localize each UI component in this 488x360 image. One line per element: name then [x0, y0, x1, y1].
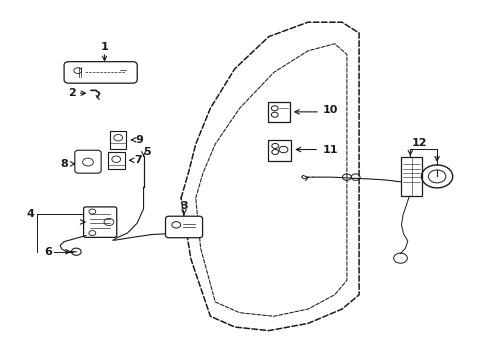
- Text: 3: 3: [180, 201, 187, 211]
- Text: 10: 10: [322, 105, 337, 115]
- Bar: [108, 152, 124, 169]
- FancyBboxPatch shape: [64, 62, 137, 83]
- Text: 12: 12: [410, 139, 426, 148]
- Text: 4: 4: [27, 209, 35, 219]
- Text: 11: 11: [322, 144, 337, 154]
- Text: 7: 7: [134, 155, 142, 165]
- FancyBboxPatch shape: [83, 207, 117, 237]
- Text: 5: 5: [143, 147, 150, 157]
- Bar: [267, 140, 291, 161]
- Text: 9: 9: [135, 135, 143, 145]
- Text: 2: 2: [68, 88, 76, 98]
- Bar: [110, 131, 126, 149]
- FancyBboxPatch shape: [165, 216, 202, 238]
- Bar: [267, 102, 289, 122]
- Bar: [400, 157, 422, 196]
- Text: 1: 1: [101, 42, 108, 52]
- FancyBboxPatch shape: [75, 150, 101, 173]
- Text: 6: 6: [44, 247, 52, 257]
- Text: 8: 8: [60, 159, 68, 169]
